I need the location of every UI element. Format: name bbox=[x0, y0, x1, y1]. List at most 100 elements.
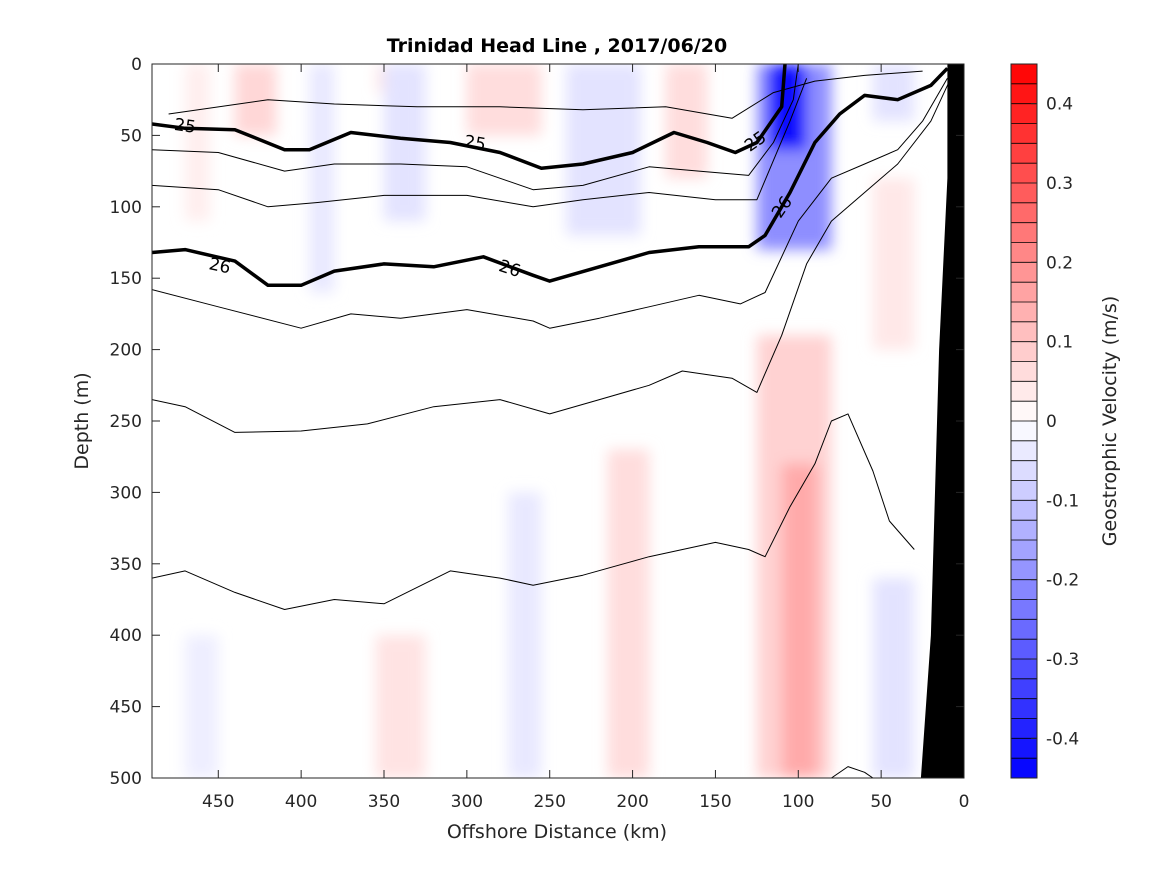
plot-background bbox=[152, 64, 964, 778]
x-tick-label-6: 150 bbox=[699, 792, 731, 812]
colorbar-band-14 bbox=[1011, 341, 1037, 362]
colorbar-band-6 bbox=[1011, 183, 1037, 203]
velocity-cell-5 bbox=[466, 64, 542, 136]
colorbar-band-13 bbox=[1011, 321, 1037, 342]
y-axis-label: Depth (m) bbox=[71, 372, 93, 469]
contour-line-7 bbox=[152, 413, 915, 610]
colorbar: 0.4 0.3 0.2 0.1 0 -0.1 -0.2 -0.3 -0.4 bbox=[1010, 63, 1079, 779]
colorbar-band-17 bbox=[1011, 401, 1037, 421]
contour-line-6 bbox=[152, 78, 952, 433]
colorbar-band-22 bbox=[1011, 500, 1037, 521]
colorbar-band-12 bbox=[1011, 302, 1037, 322]
velocity-cell-14 bbox=[607, 449, 650, 778]
contour-label-1: 25 bbox=[463, 132, 488, 155]
velocity-cell-0 bbox=[185, 64, 210, 222]
colorbar-band-3 bbox=[1011, 123, 1037, 144]
colorbar-tick-label-8: -0.4 bbox=[1046, 729, 1079, 749]
x-axis-label: Offshore Distance (km) bbox=[447, 821, 667, 843]
y-tick-label-10: 500 bbox=[110, 769, 142, 789]
velocity-cell-4 bbox=[384, 64, 426, 222]
colorbar-band-24 bbox=[1011, 540, 1037, 560]
x-tick-label-1: 400 bbox=[285, 792, 317, 812]
contour-label-3: 26 bbox=[207, 254, 232, 278]
y-tick-label-4: 200 bbox=[110, 341, 142, 361]
y-tick-label-9: 450 bbox=[110, 698, 142, 718]
x-tick-label-3: 300 bbox=[451, 792, 483, 812]
colorbar-tick-label-7: -0.3 bbox=[1046, 650, 1079, 670]
colorbar-band-5 bbox=[1011, 163, 1037, 183]
colorbar-band-2 bbox=[1011, 103, 1037, 124]
seafloor-shape bbox=[920, 64, 964, 778]
colorbar-band-32 bbox=[1011, 698, 1037, 719]
chart-title: Trinidad Head Line , 2017/06/20 bbox=[387, 35, 727, 57]
colorbar-band-9 bbox=[1011, 242, 1037, 263]
velocity-cell-13 bbox=[781, 463, 819, 778]
colorbar-band-31 bbox=[1011, 678, 1037, 699]
colorbar-band-11 bbox=[1011, 282, 1037, 302]
y-tick-label-3: 150 bbox=[110, 269, 142, 289]
velocity-cell-7 bbox=[665, 64, 708, 179]
colorbar-band-16 bbox=[1011, 381, 1037, 402]
contour-line-3 bbox=[152, 78, 808, 208]
colorbar-band-26 bbox=[1011, 579, 1037, 600]
colorbar-label: Geostrophic Velocity (m/s) bbox=[1099, 296, 1121, 546]
velocity-cell-17 bbox=[185, 635, 219, 778]
colorbar-tick-label-4: 0 bbox=[1046, 412, 1057, 432]
y-tick-label-7: 350 bbox=[110, 555, 142, 575]
y-tick-label-6: 300 bbox=[110, 483, 142, 503]
colorbar-band-1 bbox=[1011, 83, 1037, 104]
colorbar-band-35 bbox=[1011, 758, 1037, 778]
colorbar-band-8 bbox=[1011, 222, 1037, 243]
x-tick-label-9: 0 bbox=[959, 792, 970, 812]
colorbar-tick-label-5: -0.1 bbox=[1046, 491, 1079, 511]
x-tick-label-8: 50 bbox=[870, 792, 892, 812]
x-tick-label-7: 100 bbox=[782, 792, 814, 812]
velocity-cell-16 bbox=[508, 492, 542, 778]
contour-line-1 bbox=[152, 64, 787, 170]
velocity-cell-6 bbox=[566, 64, 641, 236]
colorbar-band-0 bbox=[1011, 64, 1037, 84]
bathymetry bbox=[920, 64, 964, 778]
colorbar-band-4 bbox=[1011, 143, 1037, 164]
colorbar-band-15 bbox=[1011, 361, 1037, 382]
x-tick-label-4: 250 bbox=[533, 792, 565, 812]
colorbar-band-34 bbox=[1011, 738, 1037, 759]
contour-line-0 bbox=[168, 70, 923, 119]
colorbar-band-27 bbox=[1011, 599, 1037, 620]
x-tick-label-2: 350 bbox=[368, 792, 400, 812]
contour-line-5 bbox=[152, 78, 948, 329]
velocity-cell-15 bbox=[375, 635, 426, 778]
contour-line-8 bbox=[831, 766, 874, 778]
colorbar-band-18 bbox=[1011, 421, 1037, 441]
density-contours bbox=[152, 64, 952, 778]
colorbar-band-30 bbox=[1011, 659, 1037, 679]
colorbar-band-7 bbox=[1011, 202, 1037, 223]
colorbar-tick-label-3: 0.1 bbox=[1046, 333, 1073, 353]
colorbar-band-25 bbox=[1011, 559, 1037, 580]
colorbar-tick-label-1: 0.3 bbox=[1046, 174, 1073, 194]
colorbar-band-23 bbox=[1011, 520, 1037, 540]
velocity-cell-11 bbox=[872, 178, 915, 350]
colorbar-tick-label-2: 0.2 bbox=[1046, 253, 1073, 273]
contour-label-0: 25 bbox=[173, 115, 197, 138]
velocity-cell-9 bbox=[768, 64, 807, 150]
y-tick-label-0: 0 bbox=[131, 55, 142, 75]
contour-line-2 bbox=[152, 64, 799, 191]
velocity-cell-2 bbox=[309, 64, 335, 293]
y-axis: 0 50 100 150 200 250 300 350 400 450 500 bbox=[110, 55, 964, 789]
colorbar-band-19 bbox=[1011, 440, 1037, 461]
velocity-cell-18 bbox=[872, 578, 915, 778]
colorbar-band-20 bbox=[1011, 460, 1037, 481]
y-tick-label-2: 100 bbox=[110, 198, 142, 218]
y-tick-label-8: 400 bbox=[110, 626, 142, 646]
contour-line-4 bbox=[152, 67, 949, 288]
x-tick-label-0: 450 bbox=[202, 792, 234, 812]
x-tick-label-5: 200 bbox=[616, 792, 648, 812]
colorbar-band-21 bbox=[1011, 480, 1037, 501]
colorbar-band-29 bbox=[1011, 639, 1037, 659]
x-axis: 450 400 350 300 250 200 150 100 50 0 bbox=[202, 64, 969, 812]
y-tick-label-5: 250 bbox=[110, 412, 142, 432]
y-tick-label-1: 50 bbox=[120, 126, 142, 146]
colorbar-band-28 bbox=[1011, 619, 1037, 640]
